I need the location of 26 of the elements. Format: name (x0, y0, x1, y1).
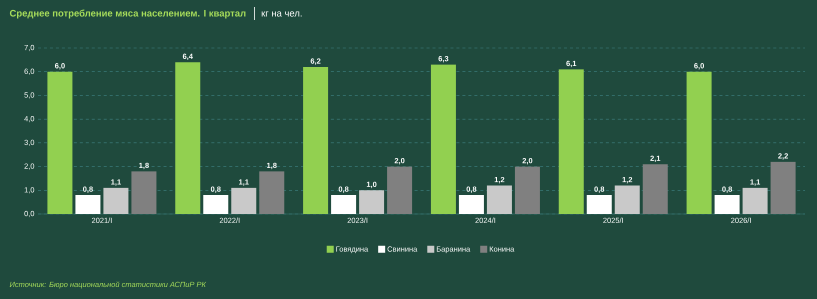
bar (486, 186, 512, 214)
bar (458, 195, 484, 214)
bar (642, 164, 668, 214)
bar (614, 186, 640, 214)
chart-subtitle: кг на чел. (262, 11, 302, 17)
chart-title: Среднее потребление мяса населением. I квартал (10, 10, 246, 18)
bar (430, 64, 456, 214)
bar (259, 171, 284, 214)
bar (175, 62, 200, 214)
bar (131, 171, 156, 214)
bar (203, 195, 228, 214)
bar (586, 195, 612, 214)
bar (514, 166, 540, 214)
bar (686, 72, 712, 214)
bar (331, 195, 356, 214)
bar (103, 188, 128, 214)
bar (359, 190, 384, 214)
bar (714, 195, 740, 214)
bar (558, 69, 584, 214)
bar (47, 72, 72, 214)
bar (231, 188, 256, 214)
bar (742, 188, 768, 214)
bar (303, 66, 328, 214)
bar (770, 162, 796, 214)
bar (75, 195, 100, 214)
bar (387, 166, 412, 214)
